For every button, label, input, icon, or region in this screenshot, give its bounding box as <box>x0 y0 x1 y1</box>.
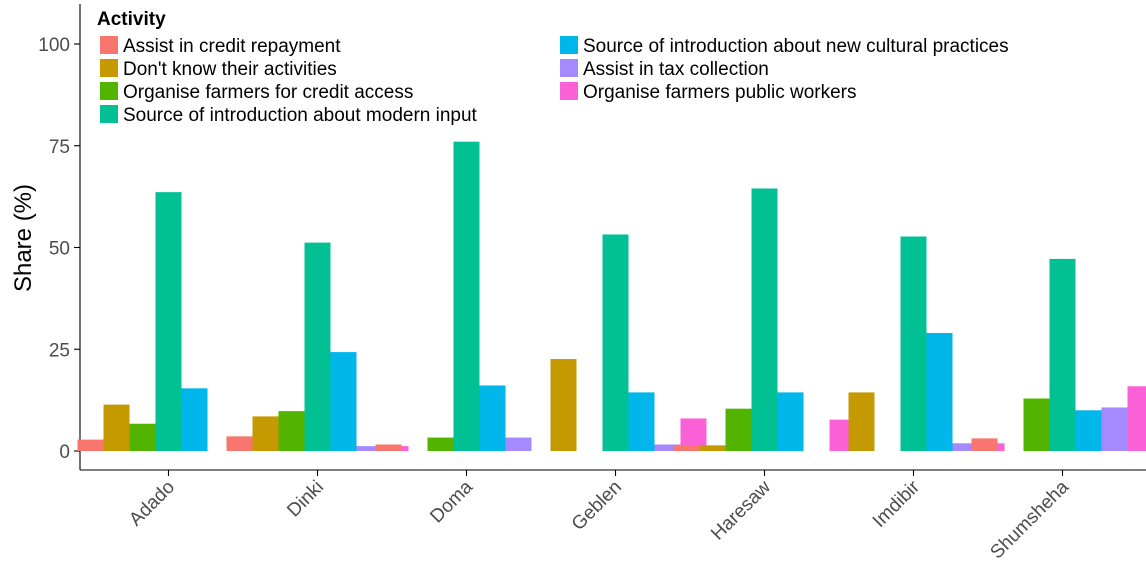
legend-label: Assist in tax collection <box>583 59 769 80</box>
legend-swatch <box>560 59 578 77</box>
legend: Activity Assist in credit repaymentDon't… <box>97 9 1009 126</box>
bar <box>751 188 778 452</box>
bar <box>1127 386 1146 451</box>
legend-label: Source of introduction about modern inpu… <box>123 105 478 126</box>
bar <box>1023 398 1050 451</box>
bar <box>304 242 331 451</box>
bar <box>1049 258 1076 451</box>
bar <box>103 404 130 451</box>
legend-swatch <box>100 105 118 123</box>
bar <box>628 392 655 451</box>
y-tick-label: 0 <box>59 442 70 463</box>
legend-swatch <box>560 82 578 100</box>
bar <box>278 411 305 451</box>
x-tick-label: Adado <box>125 477 179 531</box>
y-tick-label: 25 <box>49 340 70 361</box>
x-tick-label: Shumsheha <box>986 476 1073 563</box>
bar <box>375 444 402 451</box>
bar <box>505 437 532 451</box>
bar <box>952 443 979 451</box>
legend-swatch <box>560 36 578 54</box>
bar <box>848 392 875 451</box>
bar <box>1075 410 1102 451</box>
bar <box>971 438 998 451</box>
legend-title: Activity <box>97 9 166 30</box>
bar <box>479 385 506 451</box>
legend-label: Source of introduction about new cultura… <box>583 36 1009 57</box>
x-tick-label: Imdibir <box>869 476 925 532</box>
bar <box>226 436 253 451</box>
bar <box>654 444 681 451</box>
bar <box>453 141 480 451</box>
bar <box>1101 407 1128 451</box>
y-tick-label: 75 <box>49 137 70 158</box>
bar <box>155 192 182 451</box>
bar <box>356 446 383 451</box>
legend-swatch <box>100 36 118 54</box>
bar <box>181 388 208 451</box>
y-ticks: 0 25 50 75 100 <box>38 35 80 463</box>
bar <box>900 236 927 451</box>
bar <box>330 352 357 451</box>
bar <box>777 392 804 451</box>
legend-swatch <box>100 59 118 77</box>
bar <box>129 423 156 451</box>
legend-label: Organise farmers for credit access <box>123 82 413 103</box>
bar <box>77 439 104 451</box>
x-tick-label: Haresaw <box>707 476 775 544</box>
bar <box>427 437 454 451</box>
x-ticks: Adado Dinki Doma Geblen Haresaw Imdibir Shumsh… <box>125 470 1073 563</box>
bar <box>699 445 726 451</box>
x-tick-label: Geblen <box>568 477 626 535</box>
bar <box>673 445 700 451</box>
bar <box>725 408 752 451</box>
legend-swatch <box>100 82 118 100</box>
legend-label: Don't know their activities <box>123 59 337 80</box>
x-tick-label: Doma <box>426 476 477 527</box>
y-tick-label: 50 <box>49 239 70 260</box>
x-tick-label: Dinki <box>283 477 328 522</box>
bar <box>602 234 629 451</box>
bar <box>252 416 279 451</box>
y-axis-title: Share (%) <box>10 184 37 292</box>
bar <box>550 359 577 451</box>
bars <box>77 141 1146 452</box>
legend-label: Assist in credit repayment <box>123 36 341 57</box>
bar <box>926 332 953 451</box>
legend-label: Organise farmers public workers <box>583 82 856 103</box>
y-tick-label: 100 <box>38 35 70 56</box>
